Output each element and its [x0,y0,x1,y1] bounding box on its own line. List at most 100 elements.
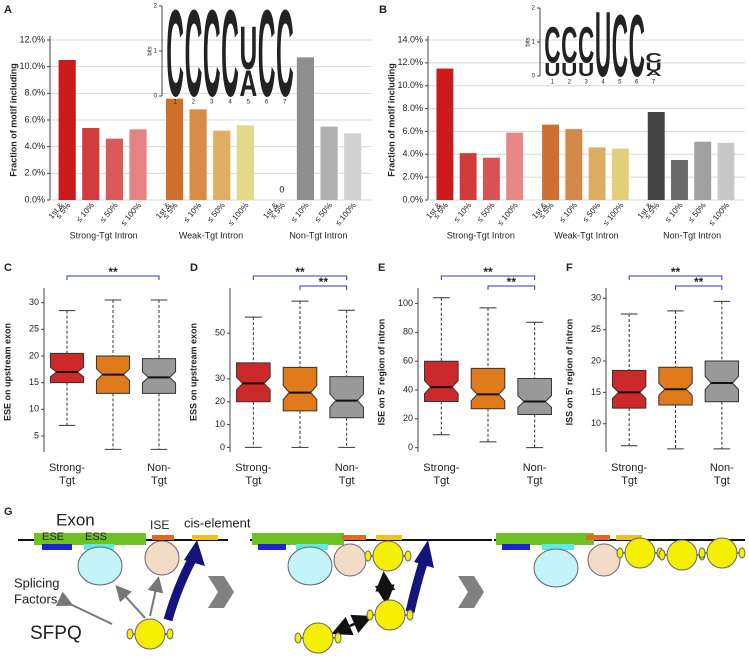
logo-letter: A [239,63,257,104]
value-label: 0 [279,184,284,194]
y-tick-label: 30 [215,373,225,383]
box [141,358,177,394]
significance-bracket [675,285,723,290]
bar [82,128,100,200]
sfpq [616,537,664,569]
logo-letter: C [544,17,560,74]
logo-position: 3 [210,100,214,106]
y-tick-label: 5 [34,430,39,440]
significance-label: ** [694,275,704,289]
logo-letter: U [561,60,577,81]
y-tick-label: 8.0% [24,88,45,98]
x-tick-label: ≤ 100% [601,201,625,228]
y-tick-label: 10 [29,404,39,414]
exon [252,533,344,545]
sfpq-label: SFPQ [30,623,82,644]
significance-label: ** [108,265,118,279]
significance-label: ** [507,275,517,289]
bar [236,125,254,200]
y-axis-label: ESS on upstream exon [188,323,198,421]
logo-letter: C [258,0,276,122]
bar [105,138,123,200]
splicing-factor [77,546,123,586]
y-tick-label: 14.0% [397,34,423,44]
x-tick-label: Strong- [423,462,459,474]
y-tick-label: 12.0% [397,57,423,67]
x-tick-label: Strong- [235,462,271,474]
logo-letter: C [612,0,628,95]
y-tick-label: 12.0% [19,34,45,44]
y-tick-label: 50 [215,328,225,338]
logo-letter: U [645,61,661,74]
bar [165,98,184,200]
ese [42,544,72,550]
exon-label: Exon [56,510,95,529]
ess [542,544,574,550]
bar [189,109,207,200]
bar [611,148,629,200]
x-tick-label: Tgt [339,475,355,487]
x-tick-label: ≤ 50% [686,201,707,224]
significance-bracket [440,275,536,280]
x-tick-label: Tgt [714,475,730,487]
x-tick-label: Tgt [59,475,75,487]
arrow [55,591,113,625]
x-tick-label: ≤ 100% [334,201,358,228]
x-tick-label: ≤ 50% [98,201,119,224]
bar [436,68,454,200]
binding-arrow [405,558,429,613]
ise [586,535,610,540]
bar [296,57,315,201]
significance-label: ** [483,265,493,279]
logo-letter: C [276,0,294,122]
logo-position: 4 [228,100,232,106]
logo-letter: C [166,0,184,122]
x-tick-label: ≤ 50% [581,201,602,224]
logo-tick-label: 2 [154,4,158,10]
ess-label: ESS [85,531,107,543]
cis-element [616,535,642,540]
bar [344,133,362,200]
logo-axis-label: bits [526,37,532,46]
box [282,366,318,412]
significance-label: ** [295,265,305,279]
sfpq [126,618,174,650]
logo-letter: U [578,60,594,81]
diagram: G Exon ESE ESS ISE cis-element Splicing … [4,506,746,654]
panel-label: E [378,262,385,274]
y-tick-label: 0.0% [24,194,45,204]
y-tick-label: 10.0% [19,61,45,71]
group-label: Strong-Tgt Intron [70,230,138,240]
y-tick-label: 8.0% [402,103,423,113]
logo-position: 1 [551,80,555,86]
bar [717,142,735,200]
y-tick-label: 20 [29,350,39,360]
logo-tick-label: 2 [532,6,536,12]
x-tick-label: ≤ 10% [182,201,203,224]
box [470,367,506,410]
logo-position: 6 [265,100,269,106]
group-label: Weak-Tgt Intron [554,230,618,240]
exon [34,533,146,545]
box [424,360,459,403]
significance-bracket [299,285,348,290]
significance-label: ** [671,265,681,279]
x-tick-label: ≤ 50% [313,201,334,224]
logo-tick-label: 0 [532,74,536,80]
y-axis-label: ESE on upstream exon [2,323,12,421]
logo-tick-label: 1 [154,49,158,55]
y-tick-label: 10 [591,418,601,428]
panel-label: G [4,506,13,518]
y-tick-label: 25 [29,324,39,334]
bar [58,60,76,200]
logo-letter: C [221,0,239,122]
significance-label: ** [319,275,329,289]
bar [542,124,560,200]
binding-arrow-head [414,540,434,568]
splicing-factor [333,543,367,577]
x-tick-label: Tgt [433,475,449,487]
cis-element-label: cis-element [184,515,251,530]
logo-letter: C [185,0,203,122]
splicing-factor [533,548,579,588]
bar [647,112,665,200]
